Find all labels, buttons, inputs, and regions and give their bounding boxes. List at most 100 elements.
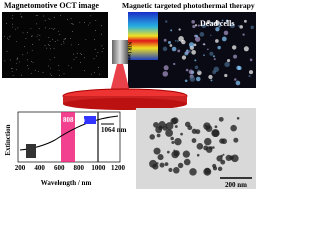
speckle bbox=[64, 38, 66, 39]
cell bbox=[229, 22, 236, 29]
particle bbox=[166, 150, 170, 154]
particle bbox=[204, 124, 207, 127]
speckle bbox=[63, 42, 65, 44]
particle bbox=[220, 159, 226, 165]
speckle bbox=[27, 32, 28, 33]
speckle bbox=[79, 53, 81, 55]
particle bbox=[191, 138, 197, 143]
particle bbox=[216, 155, 223, 162]
cell bbox=[171, 46, 177, 52]
particle bbox=[171, 117, 179, 124]
speckle bbox=[101, 45, 103, 47]
dish-bottom bbox=[63, 98, 187, 110]
speckle bbox=[10, 35, 11, 37]
cell bbox=[188, 69, 194, 75]
cell bbox=[191, 50, 196, 55]
sample-inset bbox=[84, 116, 96, 124]
speckle bbox=[38, 71, 39, 73]
cell bbox=[231, 45, 237, 50]
speckle bbox=[72, 31, 73, 32]
cell bbox=[209, 34, 212, 37]
cell bbox=[206, 19, 211, 24]
speckle bbox=[12, 26, 14, 28]
speckle bbox=[54, 28, 56, 29]
cell bbox=[170, 29, 173, 32]
oct-title: Magnetomotive OCT image bbox=[4, 1, 99, 10]
cell bbox=[203, 54, 205, 57]
particle bbox=[212, 146, 215, 149]
cell bbox=[248, 70, 254, 75]
cell bbox=[213, 58, 216, 61]
speckle bbox=[54, 41, 56, 42]
speckle bbox=[39, 35, 41, 37]
speckle bbox=[78, 44, 80, 45]
cell bbox=[226, 58, 231, 63]
speckle bbox=[48, 65, 50, 67]
sample-vial bbox=[26, 144, 36, 158]
particle bbox=[171, 140, 175, 144]
cell bbox=[201, 22, 207, 29]
speckle bbox=[27, 52, 28, 54]
speckle bbox=[81, 54, 82, 55]
cell bbox=[236, 65, 241, 70]
speckle bbox=[59, 75, 60, 76]
cell bbox=[162, 71, 169, 77]
speckle bbox=[90, 15, 92, 17]
cell bbox=[215, 39, 219, 43]
cell bbox=[164, 20, 168, 23]
particle bbox=[217, 166, 223, 172]
particle bbox=[165, 129, 174, 137]
speckle bbox=[31, 49, 33, 51]
speckle bbox=[75, 56, 77, 58]
speckle bbox=[30, 72, 32, 74]
cell bbox=[207, 25, 210, 27]
speckle bbox=[57, 39, 59, 41]
figure: Magnetomotive OCT image Magnetic targete… bbox=[2, 1, 256, 189]
cell-texture bbox=[162, 19, 254, 86]
speckle bbox=[84, 22, 85, 23]
cell bbox=[194, 59, 197, 62]
x-tick-label: 200 bbox=[15, 164, 26, 172]
speckle bbox=[93, 58, 95, 60]
cell bbox=[186, 49, 189, 52]
speckle bbox=[101, 33, 102, 35]
particle bbox=[156, 133, 161, 138]
speckle bbox=[85, 39, 87, 40]
speckle bbox=[101, 51, 103, 53]
cell bbox=[193, 43, 197, 47]
particle bbox=[231, 154, 239, 163]
cell bbox=[248, 74, 251, 78]
cell bbox=[174, 39, 177, 42]
speckle bbox=[11, 14, 13, 16]
speckle bbox=[44, 27, 46, 29]
speckle bbox=[38, 39, 40, 41]
cell bbox=[243, 46, 249, 52]
particle bbox=[168, 167, 173, 173]
speckle bbox=[44, 20, 46, 22]
cell bbox=[223, 30, 229, 36]
particle bbox=[203, 145, 209, 151]
speckle bbox=[70, 23, 72, 24]
speckle bbox=[97, 52, 99, 53]
speckle bbox=[49, 59, 51, 61]
speckle bbox=[54, 16, 55, 18]
speckle bbox=[70, 18, 72, 20]
x-tick-label: 1000 bbox=[91, 164, 106, 172]
particle bbox=[209, 146, 213, 150]
speckle bbox=[27, 65, 28, 66]
particle bbox=[183, 158, 191, 166]
speckle bbox=[88, 24, 90, 26]
particle bbox=[203, 137, 212, 146]
cell bbox=[221, 19, 224, 22]
cell bbox=[235, 80, 241, 86]
cell bbox=[178, 28, 181, 31]
x-tick-label: 1200 bbox=[111, 164, 126, 172]
cell bbox=[214, 20, 220, 26]
speckle bbox=[67, 19, 68, 20]
speckle bbox=[72, 24, 74, 25]
speckle bbox=[31, 61, 32, 62]
particle bbox=[162, 125, 168, 131]
speckle bbox=[71, 44, 72, 46]
speckle bbox=[99, 73, 101, 75]
speckle bbox=[60, 15, 61, 16]
